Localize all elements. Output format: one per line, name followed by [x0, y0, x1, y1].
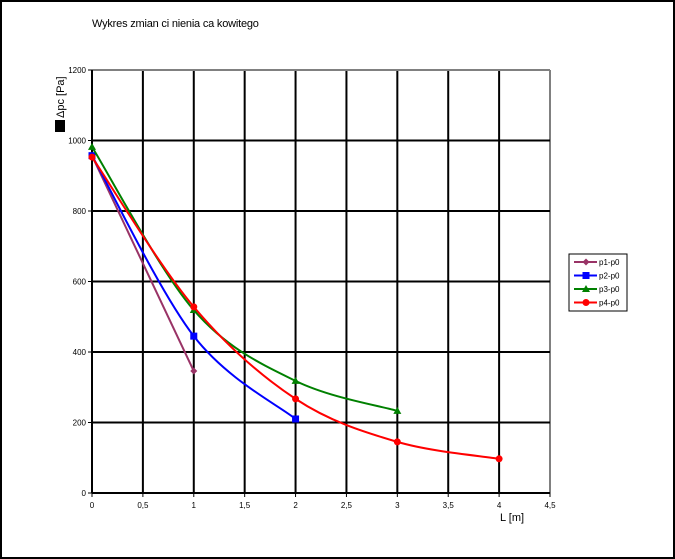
y-tick-label: 200 — [73, 419, 87, 428]
y-axis-ticks: 0 200 400 600 800 1000 1200 — [68, 66, 92, 498]
x-tick-label: 2 — [293, 501, 298, 510]
y-tick-label: 1000 — [68, 137, 86, 146]
chart-title: Wykres zmian ci nienia ca kowitego — [92, 18, 259, 30]
legend-item: p4-p0 — [574, 299, 620, 308]
y-tick-label: 1200 — [68, 66, 86, 75]
legend-item: p3-p0 — [574, 285, 620, 294]
legend-item: p1-p0 — [574, 258, 620, 267]
y-tick-label: 800 — [73, 207, 87, 216]
x-tick-label: 3,5 — [443, 501, 455, 510]
y-tick-label: 600 — [73, 278, 87, 287]
grid-lines — [91, 69, 551, 494]
x-tick-label: 1,5 — [239, 501, 251, 510]
x-tick-label: 0 — [90, 501, 95, 510]
y-tick-label: 400 — [73, 348, 87, 357]
y-axis-label: Δpc [Pa] — [55, 76, 67, 132]
x-tick-label: 1 — [192, 501, 197, 510]
legend: p1-p0 p2-p0 p3-p0 p4-p0 — [568, 253, 628, 312]
series-lines — [88, 142, 503, 463]
y-axis-label-text: Δpc [Pa] — [55, 76, 67, 118]
x-axis-ticks: 0 0,5 1 1,5 2 2,5 3 3,5 4 4,5 — [90, 493, 556, 510]
x-tick-label: 4 — [497, 501, 502, 510]
series-p4-p0 — [88, 153, 503, 463]
legend-label: p2-p0 — [599, 272, 620, 281]
y-tick-label: 0 — [82, 489, 87, 498]
x-axis-label: L [m] — [500, 512, 524, 524]
legend-item: p2-p0 — [574, 272, 620, 281]
legend-label: p1-p0 — [599, 258, 620, 267]
legend-label: p4-p0 — [599, 299, 620, 308]
x-tick-label: 3 — [395, 501, 400, 510]
x-tick-label: 0,5 — [137, 501, 149, 510]
x-tick-label: 2,5 — [341, 501, 353, 510]
legend-label: p3-p0 — [599, 285, 620, 294]
x-tick-label: 4,5 — [544, 501, 556, 510]
